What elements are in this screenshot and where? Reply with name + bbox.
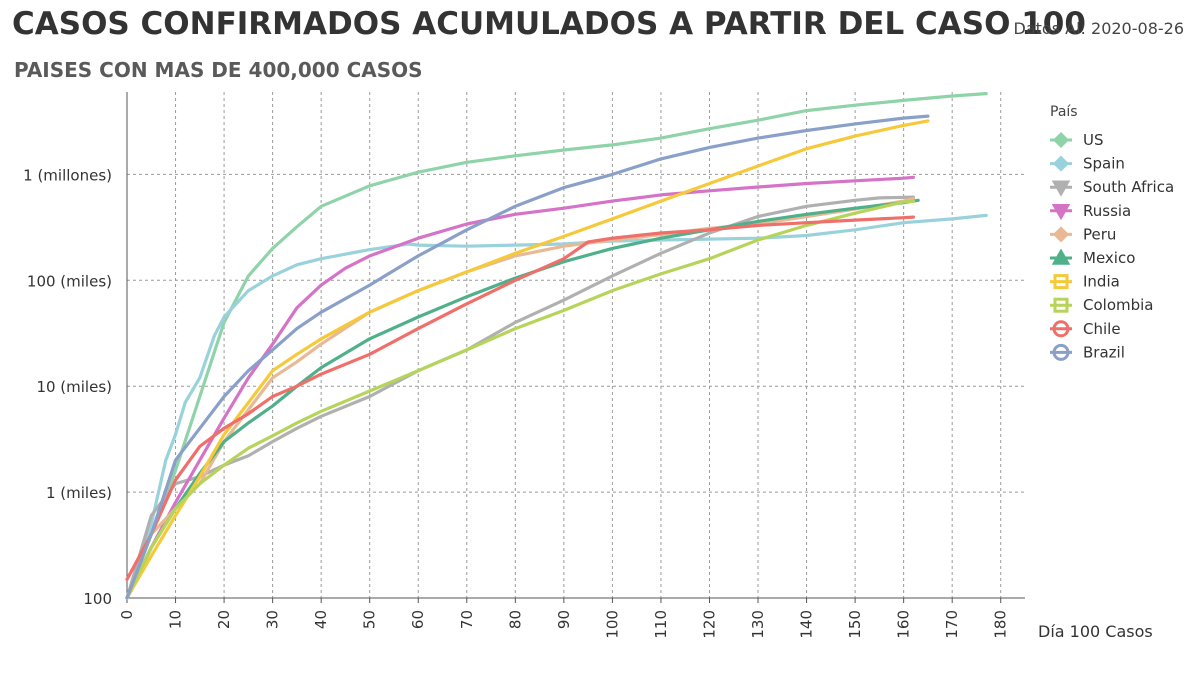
legend-item: India xyxy=(1050,273,1120,291)
x-tick-label: 20 xyxy=(215,610,233,629)
legend: País US Spain South Africa Russia Peru Mexico I… xyxy=(1050,104,1174,361)
series-line-us xyxy=(125,92,988,600)
grid xyxy=(127,92,1025,598)
series-line-colombia xyxy=(125,199,915,600)
x-tick-label: 100 xyxy=(603,610,621,639)
legend-item: Mexico xyxy=(1050,248,1135,267)
series-line-spain xyxy=(125,213,988,600)
legend-label: Spain xyxy=(1083,155,1125,173)
legend-label: Chile xyxy=(1083,320,1121,338)
x-tick-label: 120 xyxy=(700,610,718,639)
legend-marker-icon xyxy=(1053,274,1069,290)
legend-item: South Africa xyxy=(1050,178,1174,197)
legend-label: Mexico xyxy=(1083,249,1135,267)
legend-marker-icon xyxy=(1052,155,1070,172)
x-tick-label: 40 xyxy=(312,610,330,629)
x-tick-label: 70 xyxy=(458,610,476,629)
series-line-peru xyxy=(125,197,915,600)
x-tick-label: 110 xyxy=(652,610,670,639)
y-tick-label: 10 (miles) xyxy=(36,378,112,396)
x-tick-label: 50 xyxy=(361,610,379,629)
x-axis-title: Día 100 Casos xyxy=(1038,622,1153,641)
y-tick-label: 100 xyxy=(83,590,112,608)
series-line-mexico xyxy=(125,198,920,600)
series-line-chile xyxy=(125,215,915,581)
legend-item: Russia xyxy=(1050,202,1131,221)
x-tick-label: 170 xyxy=(943,610,961,639)
series-line-india xyxy=(125,119,930,600)
series-line-russia xyxy=(125,175,915,600)
data-date-value: 2020-08-26 xyxy=(1091,19,1184,38)
legend-label: South Africa xyxy=(1083,178,1174,196)
legend-item: Spain xyxy=(1050,155,1125,173)
x-tick-label: 0 xyxy=(118,610,136,620)
data-date: Datos Al: 2020-08-26 xyxy=(1014,19,1184,38)
legend-item: Brazil xyxy=(1050,343,1125,361)
x-tick-label: 60 xyxy=(409,610,427,629)
x-tick-label: 180 xyxy=(992,610,1010,639)
legend-marker-icon xyxy=(1053,297,1069,313)
legend-marker-icon xyxy=(1052,343,1070,361)
y-tick-label: 1 (millones) xyxy=(23,166,112,184)
legend-marker-icon xyxy=(1052,131,1070,149)
legend-label: US xyxy=(1083,131,1104,149)
legend-marker-icon xyxy=(1051,248,1071,265)
x-tick-label: 90 xyxy=(555,610,573,629)
chart-subtitle: PAISES CON MAS DE 400,000 CASOS xyxy=(14,58,423,82)
x-tick-label: 30 xyxy=(264,610,282,629)
legend-title: País xyxy=(1050,104,1078,120)
legend-item: Chile xyxy=(1050,320,1121,338)
series-line-brazil xyxy=(125,114,930,600)
axes: 0 10 20 30 40 50 60 70 80 90 100 110 120 130 140 150 160… xyxy=(23,92,1153,641)
legend-item: Colombia xyxy=(1050,296,1154,314)
legend-marker-icon xyxy=(1051,180,1071,197)
series-line-south-africa xyxy=(125,195,915,600)
legend-label: Russia xyxy=(1083,202,1131,220)
x-tick-label: 150 xyxy=(846,610,864,639)
legend-label: Peru xyxy=(1083,225,1116,243)
legend-item: US xyxy=(1050,131,1104,149)
legend-marker-icon xyxy=(1052,226,1070,243)
legend-marker-icon xyxy=(1052,320,1070,338)
legend-label: Colombia xyxy=(1083,296,1154,314)
legend-label: Brazil xyxy=(1083,343,1125,361)
series-lines xyxy=(125,92,988,600)
chart-title: CASOS CONFIRMADOS ACUMULADOS A PARTIR DE… xyxy=(12,6,1086,42)
y-tick-label: 100 (miles) xyxy=(27,272,112,290)
x-tick-label: 130 xyxy=(749,610,767,639)
legend-marker-icon xyxy=(1051,204,1071,221)
data-date-prefix: Datos Al: xyxy=(1013,19,1092,38)
x-tick-label: 160 xyxy=(895,610,913,639)
x-tick-label: 10 xyxy=(167,610,185,629)
x-tick-label: 140 xyxy=(798,610,816,639)
legend-item: Peru xyxy=(1050,225,1116,243)
x-tick-label: 80 xyxy=(506,610,524,629)
y-tick-label: 1 (miles) xyxy=(46,484,112,502)
legend-label: India xyxy=(1083,273,1120,291)
